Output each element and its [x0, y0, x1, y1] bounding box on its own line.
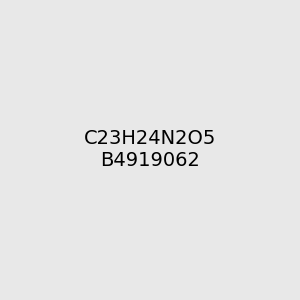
Text: C23H24N2O5
B4919062: C23H24N2O5 B4919062 — [84, 130, 216, 170]
